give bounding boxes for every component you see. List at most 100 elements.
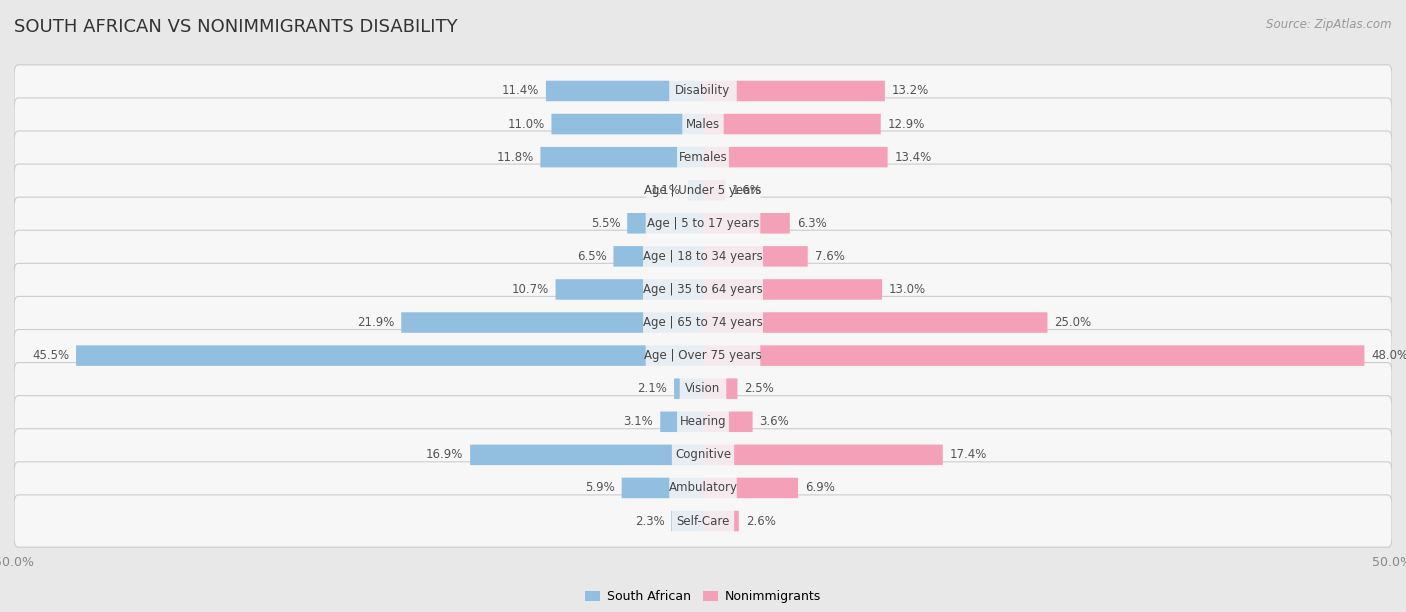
Text: 13.4%: 13.4% (894, 151, 932, 163)
FancyBboxPatch shape (76, 345, 703, 366)
Text: Vision: Vision (685, 382, 721, 395)
FancyBboxPatch shape (14, 164, 1392, 217)
FancyBboxPatch shape (661, 411, 703, 432)
FancyBboxPatch shape (672, 506, 734, 536)
FancyBboxPatch shape (643, 241, 763, 272)
Text: Age | 18 to 34 years: Age | 18 to 34 years (643, 250, 763, 263)
Text: Males: Males (686, 118, 720, 130)
Text: Females: Females (679, 151, 727, 163)
FancyBboxPatch shape (703, 345, 1364, 366)
Text: 16.9%: 16.9% (426, 449, 463, 461)
Text: 25.0%: 25.0% (1054, 316, 1091, 329)
Text: Age | 5 to 17 years: Age | 5 to 17 years (647, 217, 759, 230)
Text: SOUTH AFRICAN VS NONIMMIGRANTS DISABILITY: SOUTH AFRICAN VS NONIMMIGRANTS DISABILIT… (14, 18, 458, 36)
FancyBboxPatch shape (703, 147, 887, 168)
FancyBboxPatch shape (14, 395, 1392, 448)
FancyBboxPatch shape (673, 378, 703, 399)
FancyBboxPatch shape (14, 429, 1392, 481)
Text: 17.4%: 17.4% (949, 449, 987, 461)
FancyBboxPatch shape (703, 312, 1047, 333)
FancyBboxPatch shape (14, 197, 1392, 250)
Text: 45.5%: 45.5% (32, 349, 69, 362)
FancyBboxPatch shape (14, 230, 1392, 283)
FancyBboxPatch shape (682, 109, 724, 140)
FancyBboxPatch shape (703, 180, 725, 201)
Text: 48.0%: 48.0% (1371, 349, 1406, 362)
FancyBboxPatch shape (703, 81, 884, 101)
Text: 5.5%: 5.5% (591, 217, 620, 230)
Text: Age | 65 to 74 years: Age | 65 to 74 years (643, 316, 763, 329)
FancyBboxPatch shape (703, 213, 790, 234)
FancyBboxPatch shape (546, 81, 703, 101)
FancyBboxPatch shape (671, 511, 703, 531)
FancyBboxPatch shape (678, 142, 728, 173)
FancyBboxPatch shape (669, 76, 737, 106)
FancyBboxPatch shape (703, 279, 882, 300)
Text: 11.8%: 11.8% (496, 151, 533, 163)
Text: Self-Care: Self-Care (676, 515, 730, 528)
FancyBboxPatch shape (703, 411, 752, 432)
FancyBboxPatch shape (703, 246, 807, 267)
Text: 1.1%: 1.1% (651, 184, 681, 196)
Text: 13.0%: 13.0% (889, 283, 927, 296)
Text: 13.2%: 13.2% (891, 84, 929, 97)
FancyBboxPatch shape (703, 378, 738, 399)
FancyBboxPatch shape (14, 329, 1392, 382)
FancyBboxPatch shape (540, 147, 703, 168)
FancyBboxPatch shape (14, 98, 1392, 150)
Text: 6.3%: 6.3% (797, 217, 827, 230)
Text: 5.9%: 5.9% (585, 482, 614, 494)
Text: Hearing: Hearing (679, 416, 727, 428)
Text: 2.3%: 2.3% (634, 515, 665, 528)
Text: Cognitive: Cognitive (675, 449, 731, 461)
FancyBboxPatch shape (643, 274, 763, 305)
FancyBboxPatch shape (14, 462, 1392, 514)
Text: Age | Over 75 years: Age | Over 75 years (644, 349, 762, 362)
Text: 6.9%: 6.9% (806, 482, 835, 494)
Text: 2.6%: 2.6% (745, 515, 776, 528)
FancyBboxPatch shape (470, 444, 703, 465)
Text: Ambulatory: Ambulatory (668, 482, 738, 494)
Text: Source: ZipAtlas.com: Source: ZipAtlas.com (1267, 18, 1392, 31)
FancyBboxPatch shape (645, 175, 761, 206)
FancyBboxPatch shape (645, 340, 761, 371)
FancyBboxPatch shape (551, 114, 703, 134)
Text: 10.7%: 10.7% (512, 283, 548, 296)
FancyBboxPatch shape (669, 472, 737, 503)
FancyBboxPatch shape (627, 213, 703, 234)
Legend: South African, Nonimmigrants: South African, Nonimmigrants (581, 585, 825, 608)
Text: 2.5%: 2.5% (744, 382, 775, 395)
Text: 11.0%: 11.0% (508, 118, 544, 130)
FancyBboxPatch shape (679, 373, 727, 404)
Text: 2.1%: 2.1% (637, 382, 668, 395)
Text: 1.6%: 1.6% (733, 184, 762, 196)
FancyBboxPatch shape (401, 312, 703, 333)
FancyBboxPatch shape (645, 208, 761, 239)
FancyBboxPatch shape (14, 296, 1392, 349)
Text: 7.6%: 7.6% (814, 250, 845, 263)
FancyBboxPatch shape (14, 263, 1392, 316)
FancyBboxPatch shape (14, 495, 1392, 547)
FancyBboxPatch shape (678, 406, 728, 437)
Text: 3.1%: 3.1% (624, 416, 654, 428)
Text: 12.9%: 12.9% (887, 118, 925, 130)
FancyBboxPatch shape (555, 279, 703, 300)
Text: 21.9%: 21.9% (357, 316, 394, 329)
FancyBboxPatch shape (643, 307, 763, 338)
FancyBboxPatch shape (688, 180, 703, 201)
Text: Age | Under 5 years: Age | Under 5 years (644, 184, 762, 196)
FancyBboxPatch shape (672, 439, 734, 470)
FancyBboxPatch shape (703, 444, 943, 465)
FancyBboxPatch shape (14, 65, 1392, 117)
Text: Age | 35 to 64 years: Age | 35 to 64 years (643, 283, 763, 296)
FancyBboxPatch shape (621, 478, 703, 498)
FancyBboxPatch shape (14, 131, 1392, 183)
Text: 6.5%: 6.5% (576, 250, 606, 263)
FancyBboxPatch shape (703, 114, 880, 134)
FancyBboxPatch shape (14, 362, 1392, 415)
FancyBboxPatch shape (703, 511, 738, 531)
Text: 11.4%: 11.4% (502, 84, 538, 97)
FancyBboxPatch shape (703, 478, 799, 498)
Text: 3.6%: 3.6% (759, 416, 789, 428)
Text: Disability: Disability (675, 84, 731, 97)
